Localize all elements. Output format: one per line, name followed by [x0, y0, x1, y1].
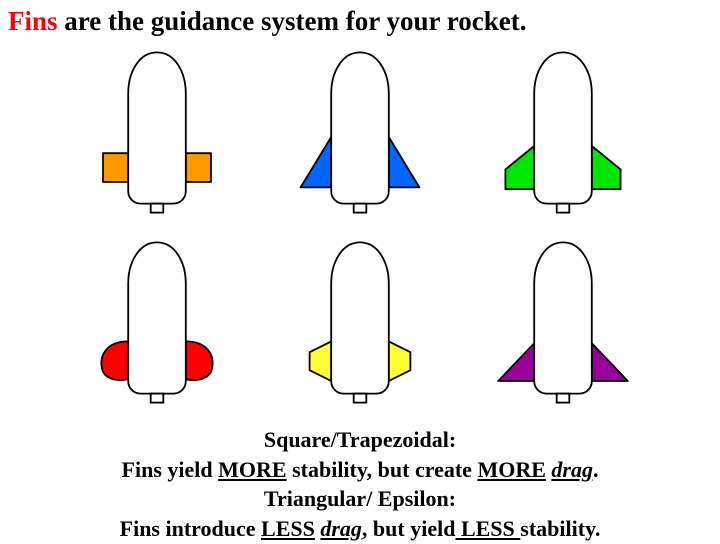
title-red-word: Fins	[8, 6, 58, 36]
rocket-trapezoid-swept-icon	[473, 47, 653, 227]
rocket-delta-icon	[473, 237, 653, 417]
page-title: Fins are the guidance system for your ro…	[0, 0, 720, 37]
rocket-cell-swept-triangle	[263, 47, 456, 227]
rocket-cell-delta	[467, 237, 660, 417]
rocket-cell-hexagonal	[263, 237, 456, 417]
caption-line-4: Fins introduce LESS drag, but yield LESS…	[20, 514, 700, 544]
rocket-hexagonal-icon	[270, 237, 450, 417]
caption-line-3: Triangular/ Epsilon:	[20, 484, 700, 514]
rocket-cell-elliptical	[60, 237, 253, 417]
rocket-square-icon	[67, 47, 247, 227]
caption-line-2: Fins yield MORE stability, but create MO…	[20, 455, 700, 485]
rocket-elliptical-icon	[67, 237, 247, 417]
caption-block: Square/Trapezoidal: Fins yield MORE stab…	[0, 417, 720, 544]
rocket-grid	[0, 37, 720, 417]
rocket-cell-trapezoid-swept	[467, 47, 660, 227]
rocket-cell-square	[60, 47, 253, 227]
title-rest: are the guidance system for your rocket.	[58, 6, 527, 36]
rocket-swept-triangle-icon	[270, 47, 450, 227]
caption-line-1: Square/Trapezoidal:	[20, 425, 700, 455]
